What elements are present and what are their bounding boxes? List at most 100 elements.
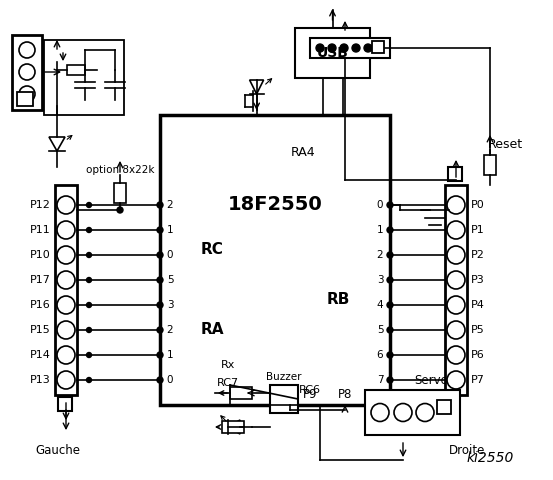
Text: RB: RB: [326, 292, 349, 308]
Circle shape: [157, 252, 163, 258]
Circle shape: [157, 352, 163, 358]
Text: 3: 3: [377, 275, 383, 285]
Circle shape: [387, 227, 393, 233]
Text: RC: RC: [201, 242, 223, 257]
Text: 4: 4: [377, 300, 383, 310]
Text: P14: P14: [30, 350, 51, 360]
Circle shape: [157, 227, 163, 233]
Circle shape: [86, 252, 91, 257]
Text: RA: RA: [200, 323, 224, 337]
Text: USB: USB: [316, 46, 348, 60]
Bar: [310, 38, 390, 58]
Circle shape: [328, 44, 336, 52]
Circle shape: [364, 44, 372, 52]
Circle shape: [340, 44, 348, 52]
Bar: [67, 65, 85, 75]
Text: P9: P9: [302, 388, 317, 401]
Text: P3: P3: [471, 275, 485, 285]
Bar: [12, 35, 42, 110]
Bar: [270, 385, 298, 413]
Bar: [160, 115, 390, 405]
Circle shape: [157, 202, 163, 208]
Bar: [448, 167, 462, 181]
Text: 1: 1: [166, 225, 173, 235]
Text: 2: 2: [377, 250, 383, 260]
Text: 6: 6: [377, 350, 383, 360]
Circle shape: [86, 228, 91, 232]
Circle shape: [387, 352, 393, 358]
Bar: [230, 387, 252, 399]
Circle shape: [157, 327, 163, 333]
Text: P2: P2: [471, 250, 485, 260]
Text: P5: P5: [471, 325, 485, 335]
Circle shape: [157, 277, 163, 283]
Bar: [437, 400, 451, 414]
Circle shape: [157, 377, 163, 383]
Text: option 8x22k: option 8x22k: [86, 165, 154, 175]
Text: ki2550: ki2550: [466, 451, 514, 465]
Text: Reset: Reset: [487, 139, 523, 152]
Circle shape: [86, 352, 91, 358]
Circle shape: [86, 327, 91, 333]
Bar: [445, 185, 467, 395]
Circle shape: [117, 207, 123, 213]
Text: Buzzer: Buzzer: [266, 372, 302, 382]
Text: 7: 7: [377, 375, 383, 385]
Text: RA4: RA4: [290, 146, 315, 159]
Circle shape: [86, 377, 91, 383]
Circle shape: [387, 327, 393, 333]
Text: P11: P11: [30, 225, 51, 235]
Circle shape: [387, 252, 393, 258]
Bar: [372, 41, 384, 53]
Text: 5: 5: [166, 275, 173, 285]
Text: Droite: Droite: [449, 444, 485, 456]
Bar: [51, 75, 63, 93]
Circle shape: [316, 44, 324, 52]
Bar: [55, 185, 77, 395]
Bar: [222, 421, 244, 433]
Text: P6: P6: [471, 350, 485, 360]
Bar: [58, 397, 72, 411]
Circle shape: [387, 377, 393, 383]
Circle shape: [387, 277, 393, 283]
Text: 18F2550: 18F2550: [228, 195, 322, 215]
Text: 5: 5: [377, 325, 383, 335]
Text: P10: P10: [30, 250, 51, 260]
Text: P4: P4: [471, 300, 485, 310]
Text: Servo: Servo: [415, 373, 448, 386]
Bar: [295, 28, 370, 78]
Text: P15: P15: [30, 325, 51, 335]
Bar: [114, 183, 126, 203]
Circle shape: [387, 302, 393, 308]
Text: P1: P1: [471, 225, 485, 235]
Text: RC6: RC6: [299, 385, 321, 395]
Text: 2: 2: [166, 325, 173, 335]
Text: 0: 0: [167, 250, 173, 260]
Text: 0: 0: [377, 200, 383, 210]
Circle shape: [86, 302, 91, 308]
Circle shape: [387, 202, 393, 208]
Bar: [484, 155, 496, 175]
Text: RC7: RC7: [217, 378, 239, 388]
Bar: [44, 40, 124, 115]
Text: 3: 3: [166, 300, 173, 310]
Text: P12: P12: [30, 200, 51, 210]
Bar: [365, 390, 460, 435]
Bar: [17, 92, 33, 106]
Text: 0: 0: [167, 375, 173, 385]
Circle shape: [352, 44, 360, 52]
Text: P17: P17: [30, 275, 51, 285]
Circle shape: [157, 302, 163, 308]
Text: P16: P16: [30, 300, 51, 310]
Text: 1: 1: [377, 225, 383, 235]
Circle shape: [86, 203, 91, 207]
Text: Rx: Rx: [221, 360, 235, 370]
Text: P0: P0: [471, 200, 485, 210]
Circle shape: [86, 277, 91, 283]
Text: P13: P13: [30, 375, 51, 385]
Text: 2: 2: [166, 200, 173, 210]
Text: P8: P8: [338, 388, 352, 401]
Text: P7: P7: [471, 375, 485, 385]
Text: 1: 1: [166, 350, 173, 360]
Text: Gauche: Gauche: [35, 444, 81, 456]
